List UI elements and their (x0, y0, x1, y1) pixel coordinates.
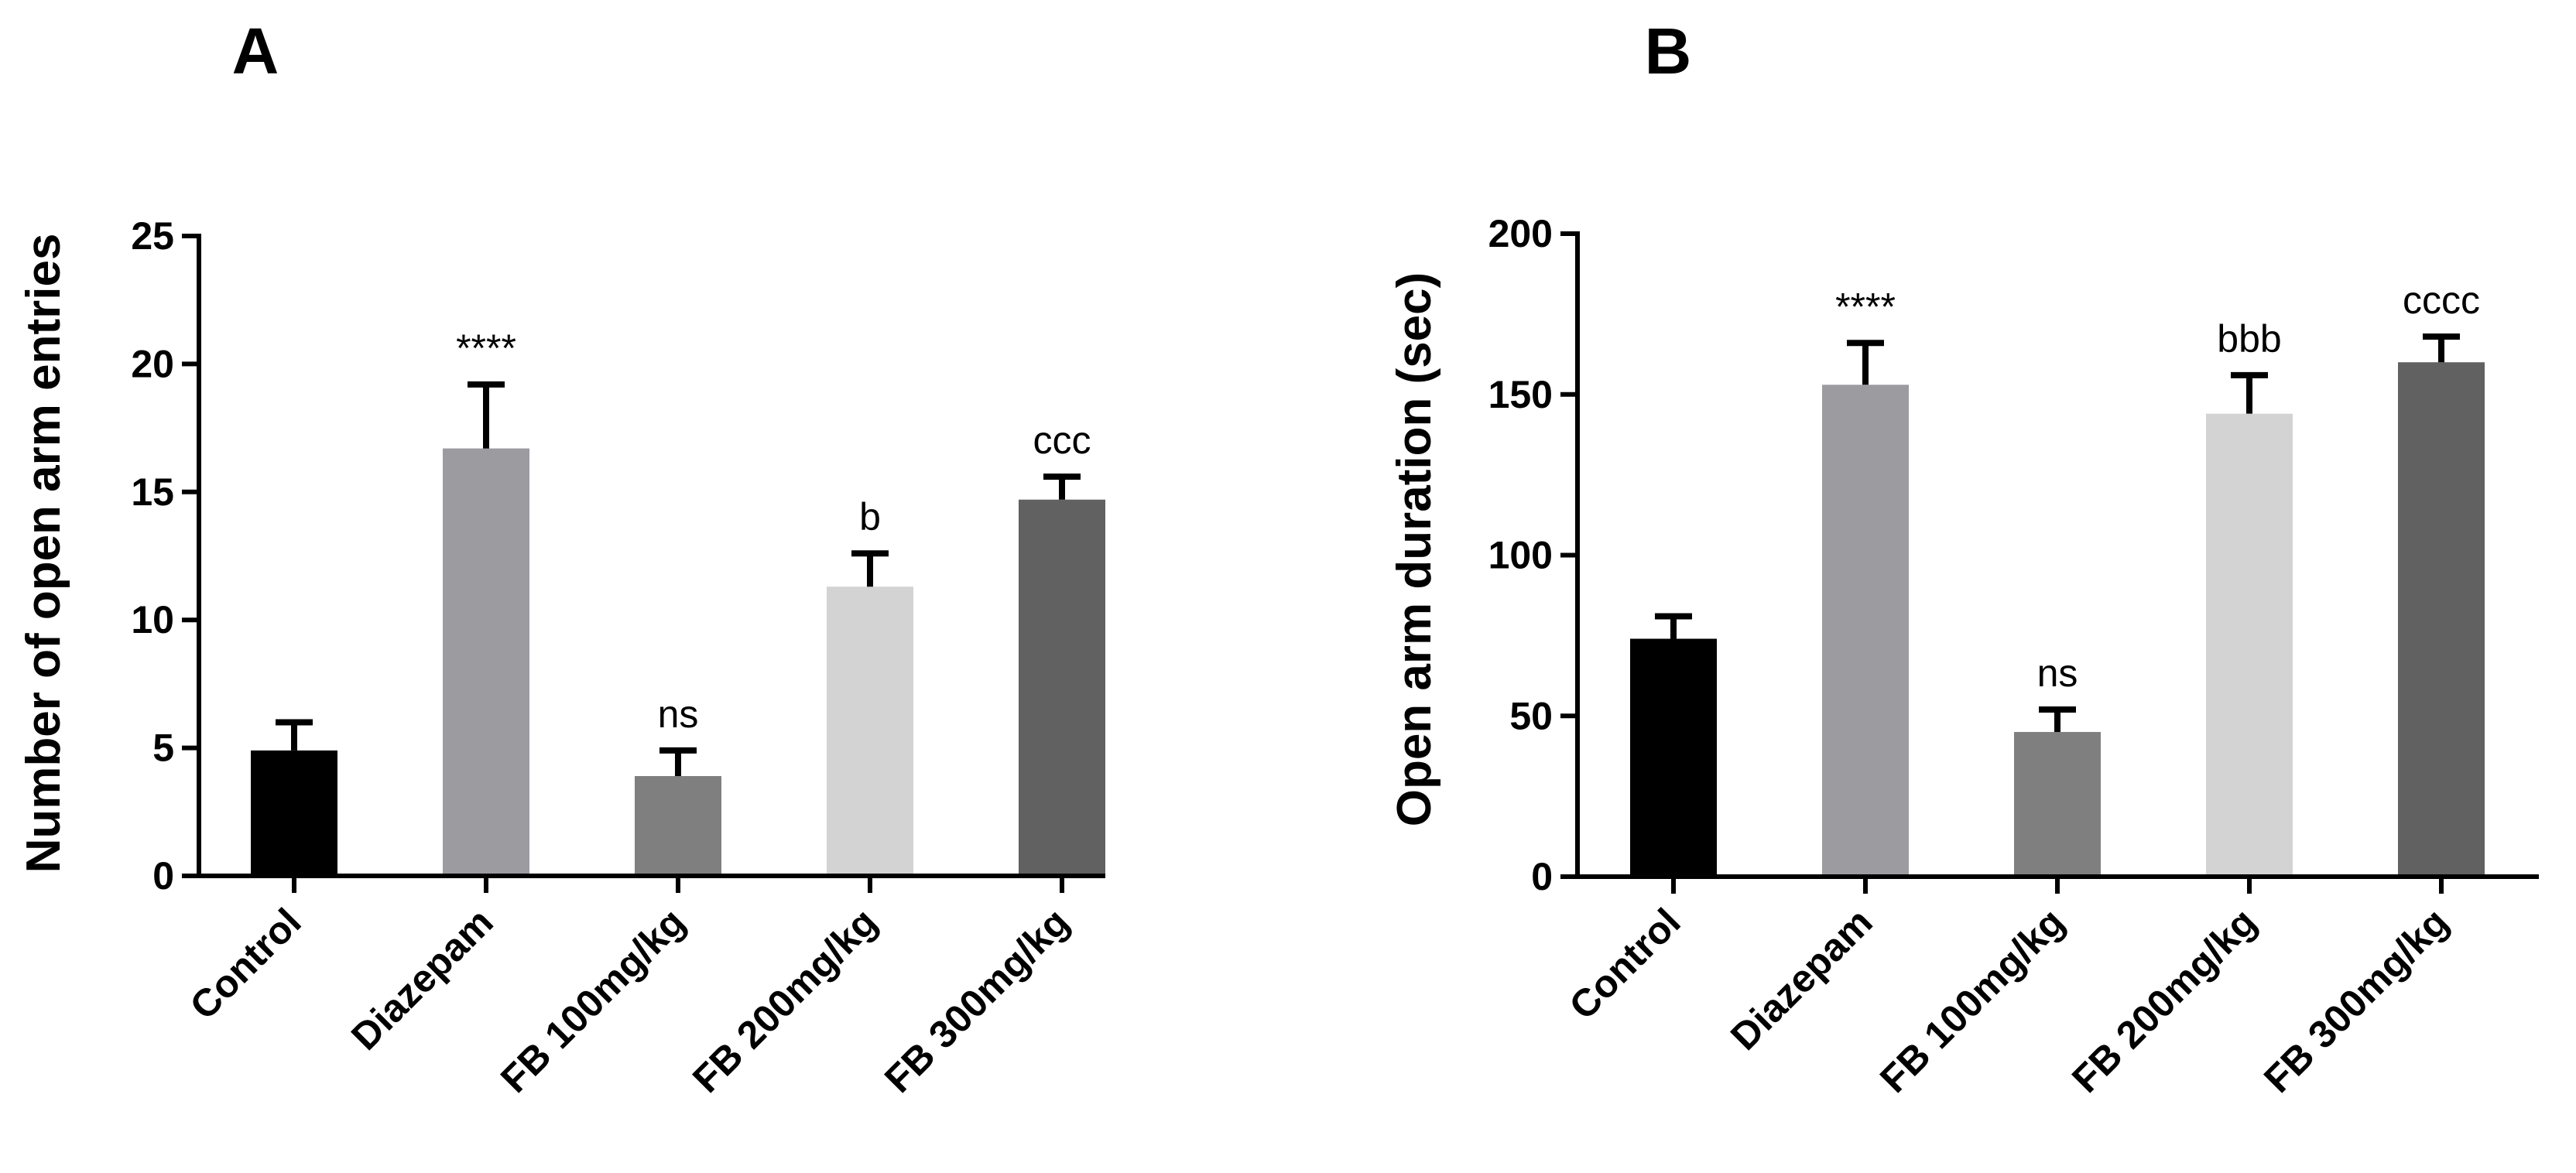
panel-b-xtick-label-1: Diazepam (1722, 900, 1881, 1058)
panel-a-label: A (232, 15, 279, 87)
panel-b-ytick-label: 150 (1488, 373, 1553, 416)
panel-b-ylabel: Open arm duration (sec) (1388, 272, 1441, 827)
panel-a-axes (197, 234, 1105, 878)
panel-b-error-bars (1655, 333, 2460, 733)
panel-a-xtick-label-3: FB 200mg/kg (684, 900, 886, 1101)
panel-b-annotation-3: bbb (2217, 317, 2281, 361)
panel-a-annotation-2: ns (658, 693, 699, 736)
panel-a-annotation-4: ccc (1033, 419, 1091, 462)
panel-b-bar-1 (1822, 385, 1909, 877)
panel-a-error-bar-2 (659, 747, 697, 776)
panel-a-bar-2 (635, 775, 721, 876)
panel-b-annotations: **** ns bbb cccc (1835, 279, 2480, 695)
panel-b-bars (1630, 362, 2485, 877)
panel-a-annotations: **** ns b ccc (456, 327, 1091, 736)
panel-a-xtick-label-1: Diazepam (343, 900, 502, 1058)
panel-b-annotation-2: ns (2037, 651, 2078, 695)
panel-b-label: B (1645, 15, 1692, 87)
panel-b-annotation-4: cccc (2403, 279, 2480, 322)
panel-a-bar-0 (251, 750, 337, 876)
panel-a-xtick-label-4: FB 300mg/kg (876, 900, 1077, 1101)
panel-a: A Number of open arm entries ****nsbccc … (17, 15, 1105, 1101)
panel-b-annotation-1: **** (1835, 285, 1896, 328)
panel-a-bars (251, 448, 1105, 876)
panel-b-xtick-label-3: FB 200mg/kg (2064, 900, 2265, 1101)
panel-a-ytick-label: 0 (152, 854, 174, 898)
panel-b-ytick-label: 100 (1488, 534, 1553, 577)
panel-b-xtick-label-4: FB 300mg/kg (2256, 900, 2457, 1101)
panel-b-error-bar-0 (1655, 613, 1692, 639)
panel-b-bar-0 (1630, 638, 1717, 877)
panel-b-xtick-label-0: Control (1561, 900, 1689, 1028)
panel-b: B Open arm duration (sec) ****nsbbbcccc … (1388, 15, 2539, 1101)
panel-a-bar-1 (443, 448, 529, 876)
panel-a-ytick-label: 15 (131, 470, 174, 514)
panel-b-xtick-label-2: FB 100mg/kg (1872, 900, 2073, 1101)
panel-b-bar-2 (2014, 732, 2101, 877)
panel-a-error-bars (276, 381, 1081, 776)
panel-b-error-bar-4 (2423, 333, 2460, 363)
panel-b-yticks: 0 50 100 150 200 (1488, 212, 1577, 898)
panel-a-ytick-label: 20 (131, 342, 174, 385)
panel-a-ytick-label: 10 (131, 598, 174, 641)
panel-b-error-bar-2 (2039, 706, 2076, 733)
panel-a-ylabel: Number of open arm entries (17, 234, 70, 874)
panel-a-error-bar-0 (276, 719, 313, 751)
panel-b-bar-3 (2206, 413, 2293, 877)
panel-b-ytick-label: 0 (1531, 855, 1553, 898)
panel-b-error-bar-1 (1847, 340, 1884, 385)
panel-a-xtick-label-2: FB 100mg/kg (492, 900, 694, 1101)
panel-a-bar-4 (1019, 499, 1105, 876)
panel-a-error-bar-3 (851, 550, 889, 587)
panel-a-error-bar-1 (468, 381, 505, 449)
panel-b-error-bar-3 (2231, 371, 2268, 414)
panel-a-yticks: 0 5 10 15 20 25 (131, 214, 199, 898)
panel-a-ytick-label: 25 (131, 214, 174, 258)
panel-b-ytick-label: 200 (1488, 212, 1553, 255)
panel-a-error-bar-4 (1043, 473, 1081, 500)
panel-a-annotation-3: b (859, 495, 881, 539)
panel-b-bar-4 (2398, 362, 2485, 877)
panel-a-ytick-label: 5 (152, 727, 174, 770)
panel-b-ytick-label: 50 (1509, 694, 1553, 737)
panel-a-annotation-1: **** (456, 327, 516, 370)
panel-a-bar-3 (827, 586, 913, 876)
panel-a-xtick-label-0: Control (182, 900, 310, 1028)
